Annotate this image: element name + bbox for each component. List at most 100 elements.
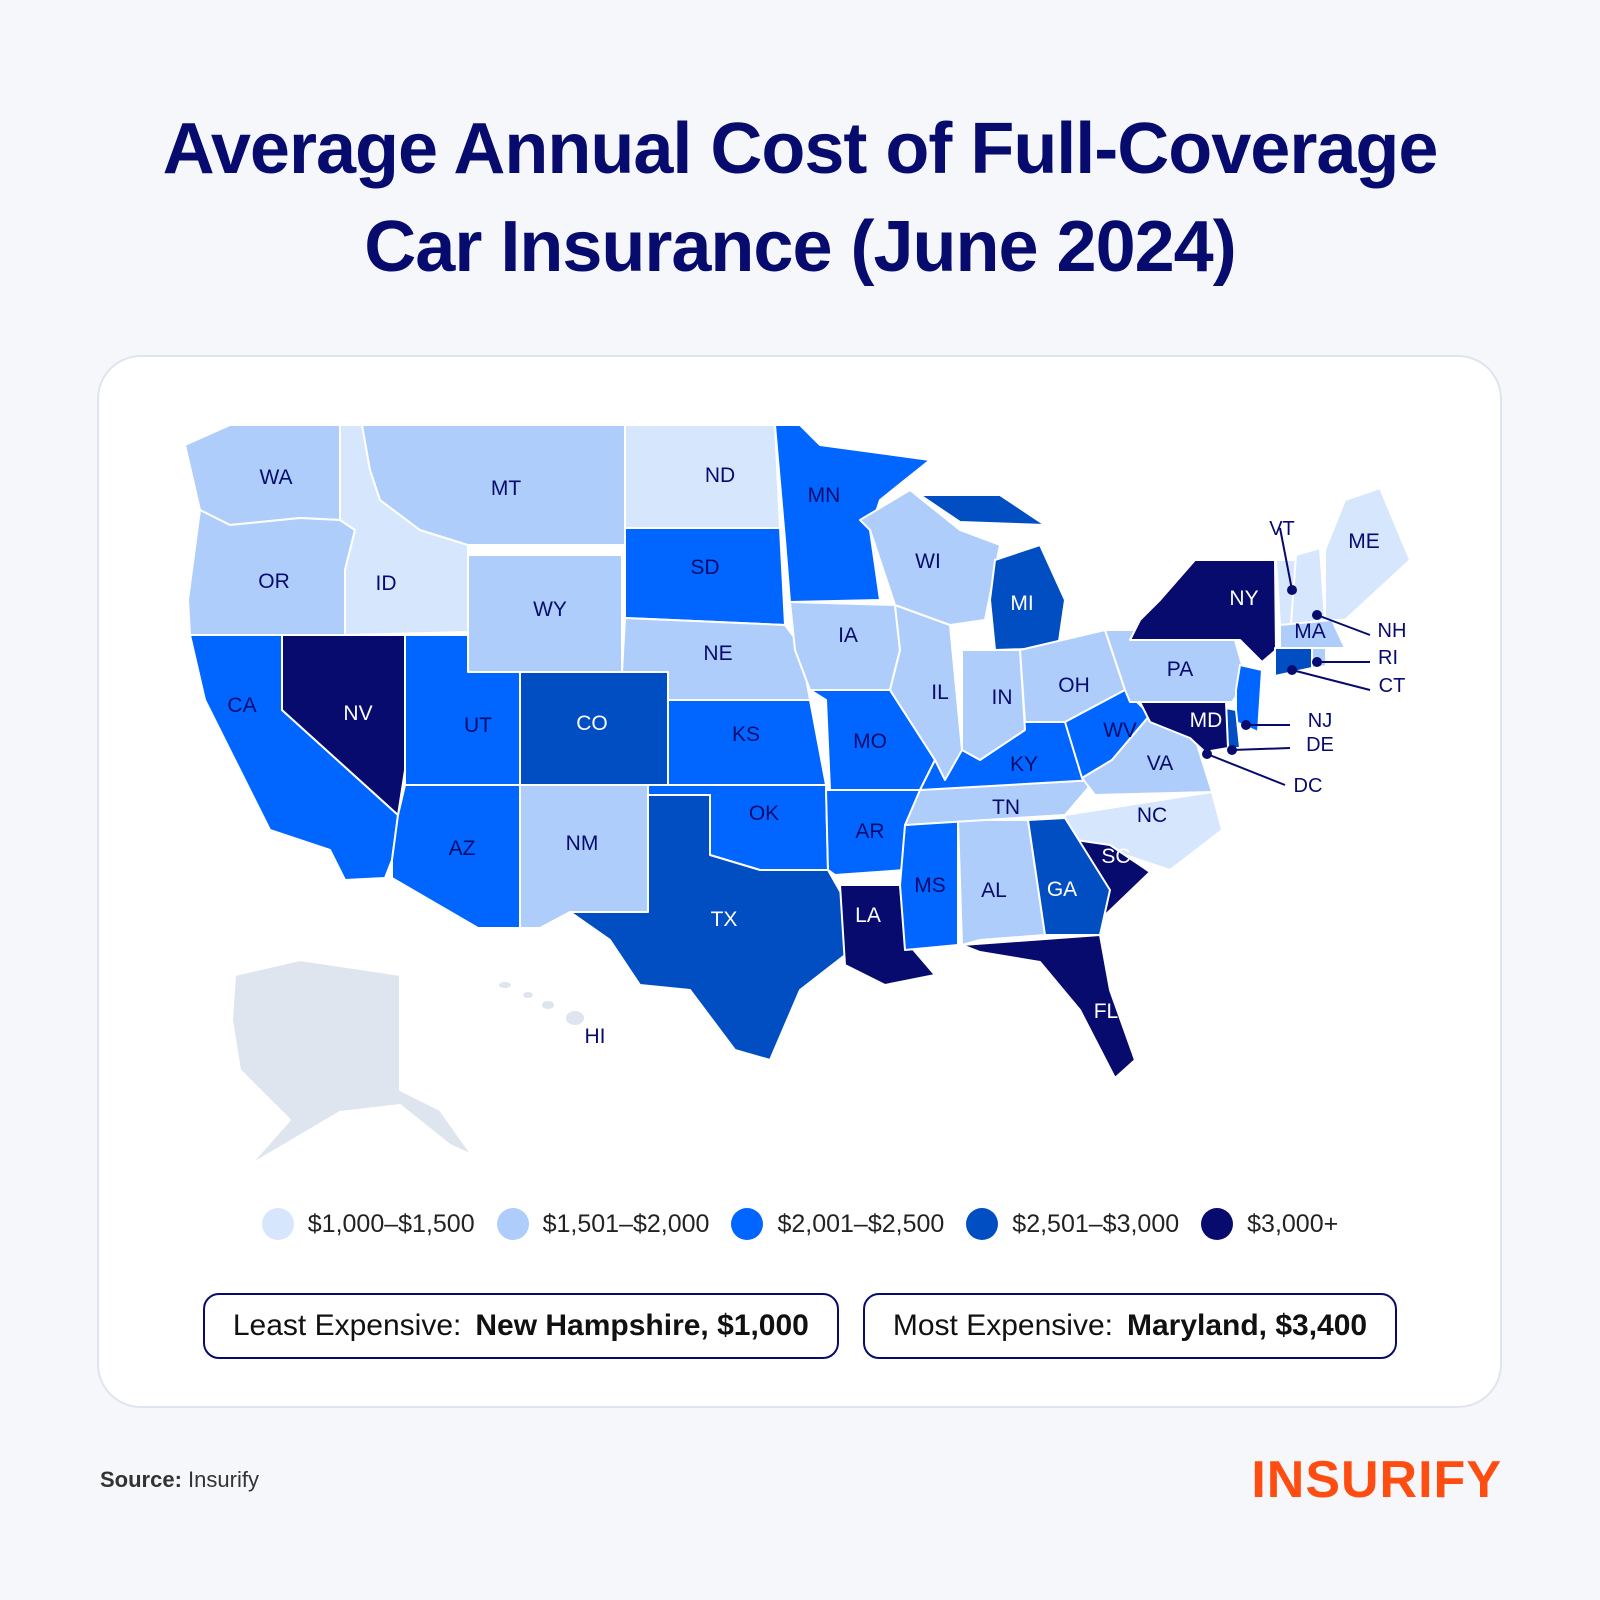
callout-line [1316, 614, 1371, 636]
state-ma [1279, 619, 1346, 649]
state-mi [919, 494, 1046, 526]
state-label-ok: OK [749, 802, 779, 825]
state-label-ks: KS [732, 723, 760, 746]
state-nm [519, 784, 649, 929]
callout-dot [1287, 665, 1297, 675]
most-expensive-label: Most Expensive: [892, 1309, 1113, 1342]
state-hi [523, 992, 533, 998]
source-label: Source: [100, 1467, 182, 1492]
state-label-az: AZ [449, 837, 476, 860]
state-label-wv: WV [1103, 719, 1137, 742]
legend-label: $1,501–$2,000 [542, 1209, 710, 1238]
state-label-hi: HI [585, 1025, 606, 1048]
state-label-mi: MI [1010, 592, 1033, 615]
state-il [889, 604, 963, 781]
state-label-fl: FL [1094, 1000, 1119, 1023]
legend-swatch [966, 1208, 999, 1240]
legend-item: $2,501–$3,000 [966, 1208, 1179, 1240]
state-label-co: CO [576, 712, 608, 735]
state-label-sd: SD [690, 556, 719, 579]
callout-dot [1227, 745, 1237, 755]
state-hi [566, 1011, 584, 1025]
state-label-me: ME [1348, 530, 1380, 553]
state-label-ky: KY [1010, 753, 1038, 776]
state-label-ny: NY [1229, 587, 1258, 610]
legend-swatch [1201, 1208, 1234, 1240]
least-expensive-label: Least Expensive: [232, 1309, 462, 1342]
state-label-ne: NE [703, 642, 732, 665]
state-al [957, 819, 1046, 946]
state-me [1324, 487, 1411, 621]
legend-label: $2,001–$2,500 [777, 1209, 945, 1238]
callout-dot [1312, 657, 1322, 667]
state-ga [1027, 817, 1111, 936]
state-label-nm: NM [566, 832, 599, 855]
state-label-ga: GA [1047, 878, 1077, 901]
callout-dot [1241, 720, 1251, 730]
state-label-or: OR [258, 570, 290, 593]
state-label-oh: OH [1058, 674, 1090, 697]
state-label-ri: RI [1378, 647, 1398, 669]
most-expensive-value: Maryland, $3,400 [1126, 1309, 1368, 1342]
state-wi [859, 489, 1001, 626]
state-label-de: DE [1306, 734, 1334, 756]
callout-line [1206, 753, 1286, 786]
state-label-pa: PA [1167, 658, 1193, 681]
state-hi [542, 1001, 554, 1009]
state-label-nj: NJ [1308, 710, 1332, 732]
legend-label: $2,501–$3,000 [1012, 1209, 1180, 1238]
state-label-ut: UT [464, 714, 492, 737]
legend-item: $1,000–$1,500 [261, 1208, 475, 1240]
state-label-mo: MO [853, 730, 887, 753]
state-label-nh: NH [1378, 620, 1407, 642]
state-label-vt: VT [1269, 518, 1295, 540]
title-line-1: Average Annual Cost of Full-Coverage [162, 109, 1439, 189]
legend: $1,000–$1,500 $1,501–$2,000 $2,001–$2,50… [0, 1208, 1600, 1240]
state-label-mn: MN [808, 484, 841, 507]
legend-swatch [261, 1208, 294, 1240]
state-label-ma: MA [1294, 620, 1326, 643]
state-label-tx: TX [711, 908, 738, 931]
state-label-wi: WI [915, 550, 941, 573]
state-fl [961, 934, 1136, 1079]
state-label-wy: WY [533, 598, 567, 621]
legend-item: $1,501–$2,000 [496, 1208, 710, 1240]
state-label-la: LA [855, 904, 881, 927]
state-label-ar: AR [855, 820, 884, 843]
insurify-logo: INSURIFY [1251, 1451, 1502, 1509]
state-label-nd: ND [705, 464, 735, 487]
state-label-dc: DC [1294, 775, 1323, 797]
state-ak [231, 959, 473, 1166]
state-label-ms: MS [914, 874, 946, 897]
legend-swatch [496, 1208, 529, 1240]
callout-dot [1202, 749, 1212, 759]
state-label-tn: TN [992, 796, 1020, 819]
least-expensive-value: New Hampshire, $1,000 [475, 1309, 809, 1342]
legend-item: $2,001–$2,500 [731, 1208, 944, 1240]
legend-label: $1,000–$1,500 [307, 1209, 475, 1238]
state-nd [624, 424, 781, 529]
state-label-ia: IA [838, 624, 858, 647]
state-label-ct: CT [1379, 675, 1406, 697]
state-hi [499, 982, 511, 988]
legend-label: $3,000+ [1247, 1209, 1339, 1238]
callout-dot [1312, 610, 1322, 620]
state-label-ca: CA [227, 694, 256, 717]
source-note: Source: Insurify [100, 1467, 259, 1493]
state-in [961, 649, 1026, 761]
state-label-va: VA [1147, 752, 1173, 775]
callout-line [1279, 527, 1293, 591]
legend-swatch [731, 1208, 764, 1240]
page-title: Average Annual Cost of Full-Coverage Car… [0, 100, 1600, 296]
source-value: Insurify [188, 1467, 259, 1492]
state-label-id: ID [376, 572, 397, 595]
title-line-2: Car Insurance (June 2024) [364, 207, 1236, 287]
state-label-il: IL [931, 681, 949, 704]
state-label-nv: NV [343, 702, 372, 725]
state-label-al: AL [981, 879, 1007, 902]
state-label-nc: NC [1137, 804, 1167, 827]
state-label-md: MD [1190, 709, 1223, 732]
state-ar [825, 789, 921, 876]
state-label-sc: SC [1101, 845, 1130, 868]
